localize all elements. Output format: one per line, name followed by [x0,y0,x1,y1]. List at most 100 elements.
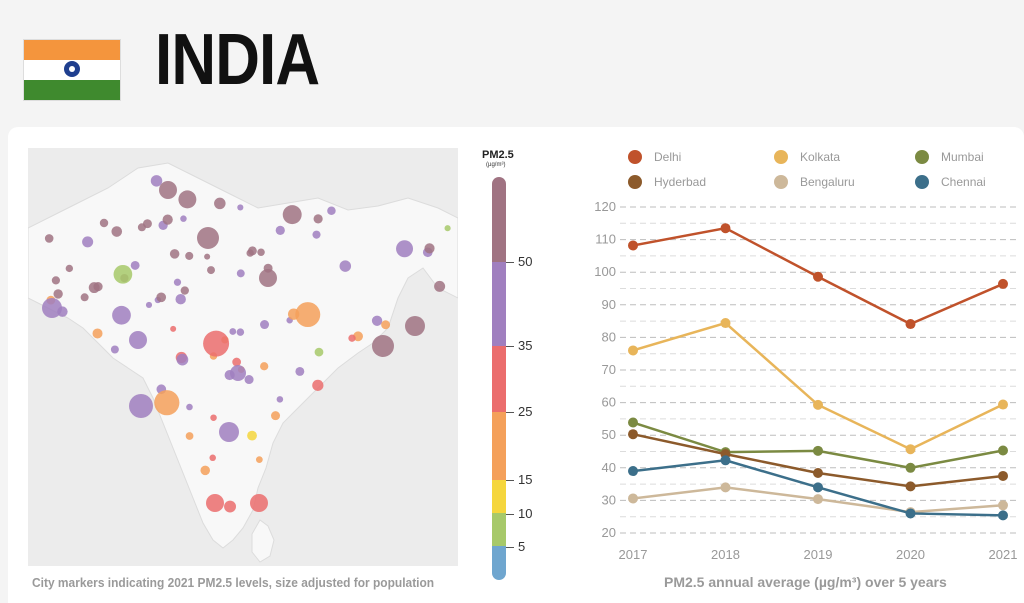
city-marker [224,500,237,513]
city-marker [255,456,263,463]
legend-tick [506,262,514,263]
city-marker [444,225,451,232]
map-caption: City markers indicating 2021 PM2.5 level… [32,575,435,590]
city-marker [99,218,109,228]
city-marker [312,230,321,239]
data-point[interactable] [813,399,823,410]
data-point[interactable] [628,429,638,440]
flag-green-band [24,80,120,100]
legend-label[interactable]: Chennai [941,175,986,189]
city-marker [82,236,94,248]
city-marker [206,494,224,512]
data-point[interactable] [998,399,1008,410]
scale-segment-15-25 [492,412,506,480]
data-point[interactable] [720,223,731,234]
data-point[interactable] [998,278,1008,289]
city-marker [314,347,324,357]
series-kolkata [628,318,1008,455]
city-marker [113,264,133,284]
data-point[interactable] [905,462,916,473]
city-marker [282,205,302,225]
legend-swatch [915,150,929,164]
data-point[interactable] [813,468,823,479]
legend-label[interactable]: Mumbai [941,150,984,164]
legend-tick-label: 10 [518,506,533,521]
y-tick-label: 120 [594,199,616,214]
legend-swatch [628,175,642,189]
city-marker [170,325,177,332]
city-marker [200,465,210,476]
city-marker [42,298,62,318]
city-marker [247,430,257,441]
city-marker [371,315,383,326]
y-tick-label: 30 [602,492,616,507]
x-tick-label: 2017 [619,547,648,562]
city-marker [229,328,237,335]
scale-segment-over-50 [492,177,506,262]
city-marker [154,390,180,416]
city-marker [92,328,103,339]
city-marker [236,328,245,336]
city-marker [295,302,321,328]
legend-label[interactable]: Delhi [654,150,682,164]
series-line [632,321,1004,451]
scale-segment-5-10 [492,513,506,546]
india-map [28,148,458,566]
y-tick-label: 20 [602,525,616,540]
chart-grid [620,206,1018,534]
city-markers [42,175,451,513]
data-point[interactable] [628,466,638,477]
y-tick-label: 110 [595,232,616,247]
city-marker [214,197,226,210]
city-marker [405,316,425,336]
data-point[interactable] [813,482,823,493]
legend-label[interactable]: Kolkata [800,150,841,164]
legend-tick-label: 25 [518,404,533,419]
city-marker [204,253,211,260]
city-marker [145,301,153,309]
flag-white-band [24,60,120,80]
data-point[interactable] [905,444,916,455]
data-point[interactable] [813,271,823,282]
legend-tick-label: 35 [518,338,533,353]
data-point[interactable] [628,240,638,251]
x-tick-label: 2019 [804,547,833,562]
city-marker [312,379,324,391]
city-marker [130,260,140,270]
data-point[interactable] [998,470,1008,481]
data-point[interactable] [905,508,916,519]
city-marker [244,374,254,385]
city-marker [381,320,391,330]
city-marker [175,293,186,305]
data-point[interactable] [813,494,823,505]
data-point[interactable] [720,455,731,466]
data-point[interactable] [628,345,638,356]
scale-segment-35-50 [492,262,506,346]
series-mumbai [628,417,1008,473]
data-point[interactable] [628,493,638,504]
data-point[interactable] [998,500,1008,511]
city-marker [348,334,356,342]
y-tick-label: 100 [594,264,616,279]
data-point[interactable] [813,445,823,456]
city-marker [65,264,74,273]
data-point[interactable] [998,445,1008,456]
india-flag [24,40,120,100]
city-marker [339,260,352,272]
city-marker [173,278,182,286]
y-tick-label: 50 [602,427,616,442]
data-point[interactable] [628,417,638,428]
city-marker [327,206,336,216]
data-point[interactable] [998,510,1008,521]
data-point[interactable] [720,482,731,493]
city-marker [260,320,270,330]
flag-saffron-band [24,40,120,60]
legend-swatch [628,150,642,164]
data-point[interactable] [905,319,916,330]
data-point[interactable] [720,318,731,329]
legend-label[interactable]: Hyderbad [654,175,707,189]
legend-title: PM2.5 [482,149,514,161]
data-point[interactable] [905,481,916,492]
legend-label[interactable]: Bengaluru [800,175,855,189]
